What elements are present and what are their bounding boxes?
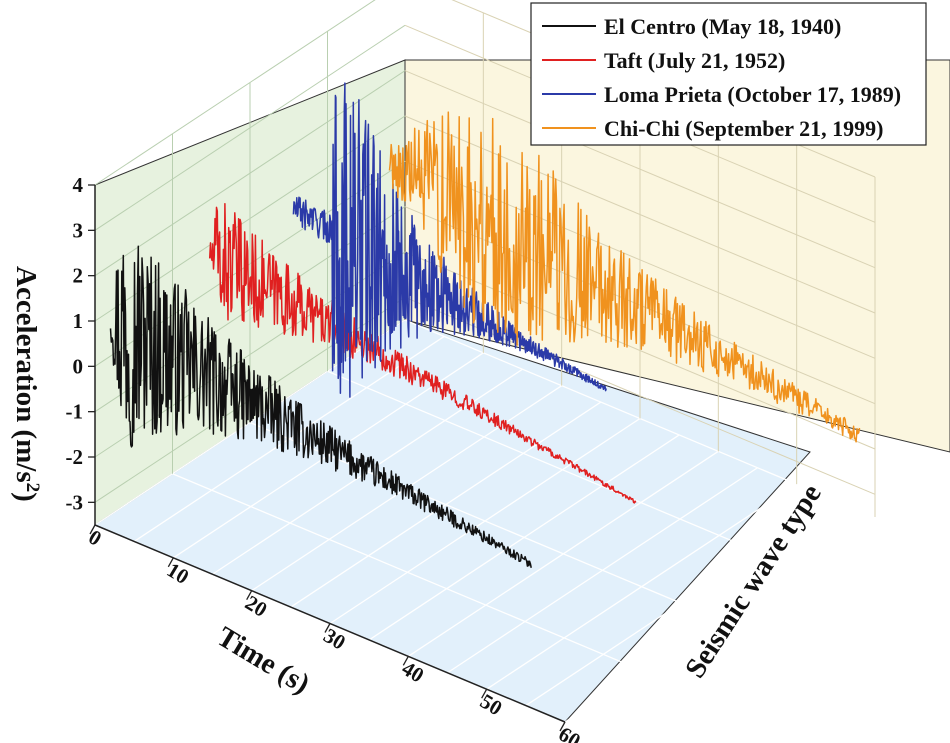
x-tick-mark [559,721,566,732]
axes [88,184,566,732]
x-tick-mark [89,524,96,535]
z-tick-label: -3 [66,490,84,514]
legend-label-1: El Centro (May 18, 1940) [604,14,841,39]
series-line-3 [292,82,607,398]
floor-grid-series [172,473,643,672]
x-tick-mark [402,656,409,666]
x-tick-mark [324,623,331,633]
x-axis-title: Time (s) [211,621,315,701]
legend-label-3: Loma Prieta (October 17, 1989) [604,82,901,107]
floor-grid-series [327,370,798,569]
z-axis-title-close: ) [10,492,42,502]
z-tick-label: -2 [66,445,84,469]
x-tick-label: 60 [554,722,584,743]
legend: El Centro (May 18, 1940) Taft (July 21, 1… [530,2,927,146]
series-line-4 [388,111,861,443]
series-group [109,82,861,568]
z-tick-label: 2 [73,264,84,288]
x-tick-mark [246,590,253,600]
legend-label-4: Chi-Chi (September 21, 1999) [604,116,883,141]
z-tick-label: 0 [73,354,84,378]
legend-box [530,2,927,146]
x-tick-mark [481,688,488,699]
z-tick-label: 4 [73,173,84,197]
x-tick-mark [167,557,174,568]
z-axis-title: Acceleration (m/s2) [10,266,43,502]
series-line-2 [208,202,637,504]
x-tick-label: 0 [84,525,105,551]
z-axis-title-main: Acceleration (m/s [10,266,42,483]
z-tick-label: 3 [73,218,84,242]
series-line-1 [109,245,532,568]
legend-label-2: Taft (July 21, 1952) [604,48,785,73]
z-axis-title-sup: 2 [22,483,43,493]
z-tick-label: 1 [73,309,84,333]
z-tick-label: -1 [66,400,84,424]
